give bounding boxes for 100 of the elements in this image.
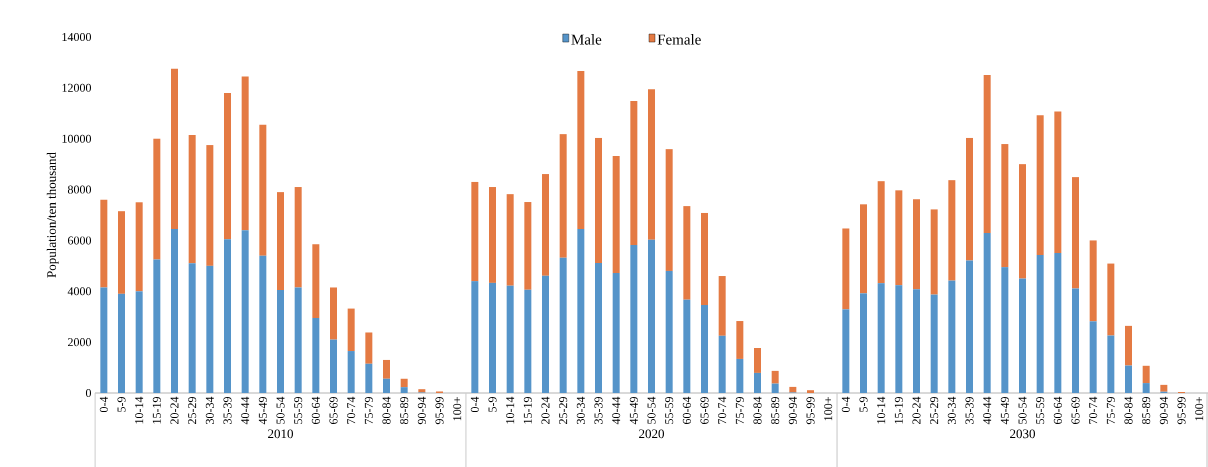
bar [701, 212, 709, 306]
bar [294, 287, 302, 393]
legend-label: Female [657, 34, 701, 45]
x-tick-label: 45-49 [258, 397, 267, 425]
bar [1054, 111, 1062, 253]
x-tick-label: 40-44 [241, 396, 250, 425]
bar [224, 239, 232, 393]
bar [188, 134, 196, 264]
bar [754, 372, 761, 393]
bar [665, 270, 673, 393]
bar [188, 263, 196, 393]
x-tick-label: 10-14 [506, 396, 515, 424]
x-tick-label: 35-39 [223, 397, 232, 424]
bar [471, 281, 479, 393]
x-tick-label: 90-94 [788, 396, 797, 425]
bar [153, 138, 161, 260]
x-tick-label: 5-9 [488, 397, 497, 412]
bar [913, 289, 921, 393]
bar [736, 358, 744, 393]
bar [312, 244, 320, 318]
x-tick-label: 95-99 [1177, 397, 1186, 425]
bar [1125, 325, 1133, 366]
bar [860, 293, 867, 393]
x-tick-label: 5-9 [859, 397, 868, 412]
x-tick-label: 15-19 [523, 397, 532, 424]
x-tick-label: 70-74 [1089, 396, 1098, 424]
x-tick-label: 90-94 [417, 396, 426, 425]
x-tick-label: 80-84 [753, 396, 762, 425]
bar [948, 180, 956, 281]
bar [913, 199, 921, 290]
bar [118, 293, 126, 393]
bar [1019, 278, 1027, 393]
bar [542, 275, 550, 393]
bar [542, 174, 550, 276]
bar [1089, 321, 1097, 393]
x-tick-label: 45-49 [1000, 397, 1009, 425]
y-tick-label: 4000 [67, 287, 92, 296]
bar [612, 156, 620, 273]
bar [1107, 335, 1115, 393]
bar [524, 202, 532, 290]
bar [860, 204, 867, 294]
x-tick-label: 60-64 [1053, 396, 1062, 425]
x-tick-label: 40-44 [983, 396, 992, 425]
bar [135, 202, 143, 292]
y-tick-label: 6000 [67, 236, 92, 245]
x-tick-label: 100+ [453, 397, 462, 421]
bar [842, 228, 850, 310]
x-tick-label: 50-54 [1018, 396, 1027, 424]
x-tick-label: 85-89 [1142, 397, 1151, 425]
x-tick-label: 30-34 [205, 396, 214, 424]
x-tick-label: 50-54 [276, 396, 285, 424]
bar [383, 378, 390, 393]
x-tick-label: 70-74 [347, 396, 356, 424]
x-axis-title: 2010 [268, 429, 294, 439]
bar [1142, 365, 1150, 384]
bar [1036, 254, 1044, 393]
bar [966, 260, 973, 393]
x-tick-label: 70-74 [718, 396, 727, 424]
x-tick-label: 85-89 [400, 397, 409, 425]
bar [1142, 383, 1150, 393]
bar [277, 290, 284, 393]
bar [259, 124, 267, 256]
legend-label: Male [571, 34, 602, 45]
x-tick-label: 65-69 [700, 397, 709, 425]
bar [171, 68, 178, 229]
bar [153, 259, 161, 393]
bar [1019, 164, 1027, 279]
bar [1072, 288, 1080, 393]
bar [118, 211, 126, 294]
x-tick-label: 35-39 [594, 397, 603, 424]
bar [966, 137, 973, 261]
bar [807, 390, 815, 393]
bar [330, 339, 338, 393]
x-tick-label: 100+ [1195, 397, 1204, 421]
bar [612, 272, 620, 393]
x-tick-label: 75-79 [1106, 397, 1115, 424]
y-tick-label: 14000 [62, 32, 92, 42]
bar [312, 317, 320, 393]
y-tick-label: 2000 [68, 338, 92, 347]
x-tick-label: 15-19 [894, 397, 903, 424]
bar [701, 305, 709, 393]
bar [930, 209, 938, 295]
bar [259, 255, 267, 393]
x-tick-label: 95-99 [435, 397, 444, 425]
x-tick-label: 75-79 [364, 397, 373, 424]
bar [718, 335, 726, 393]
x-tick-label: 20-24 [912, 396, 921, 424]
bar [559, 134, 567, 258]
bar [347, 308, 355, 352]
x-tick-label: 0-4 [841, 396, 850, 413]
bar [630, 101, 638, 246]
bar [347, 351, 355, 393]
x-tick-label: 20-24 [170, 396, 179, 424]
x-tick-label: 25-29 [559, 397, 568, 424]
bar [489, 282, 496, 393]
bar [895, 190, 903, 286]
bar [718, 276, 726, 336]
bar [1001, 144, 1009, 268]
x-tick-label: 10-14 [877, 396, 886, 424]
bar [771, 383, 779, 393]
